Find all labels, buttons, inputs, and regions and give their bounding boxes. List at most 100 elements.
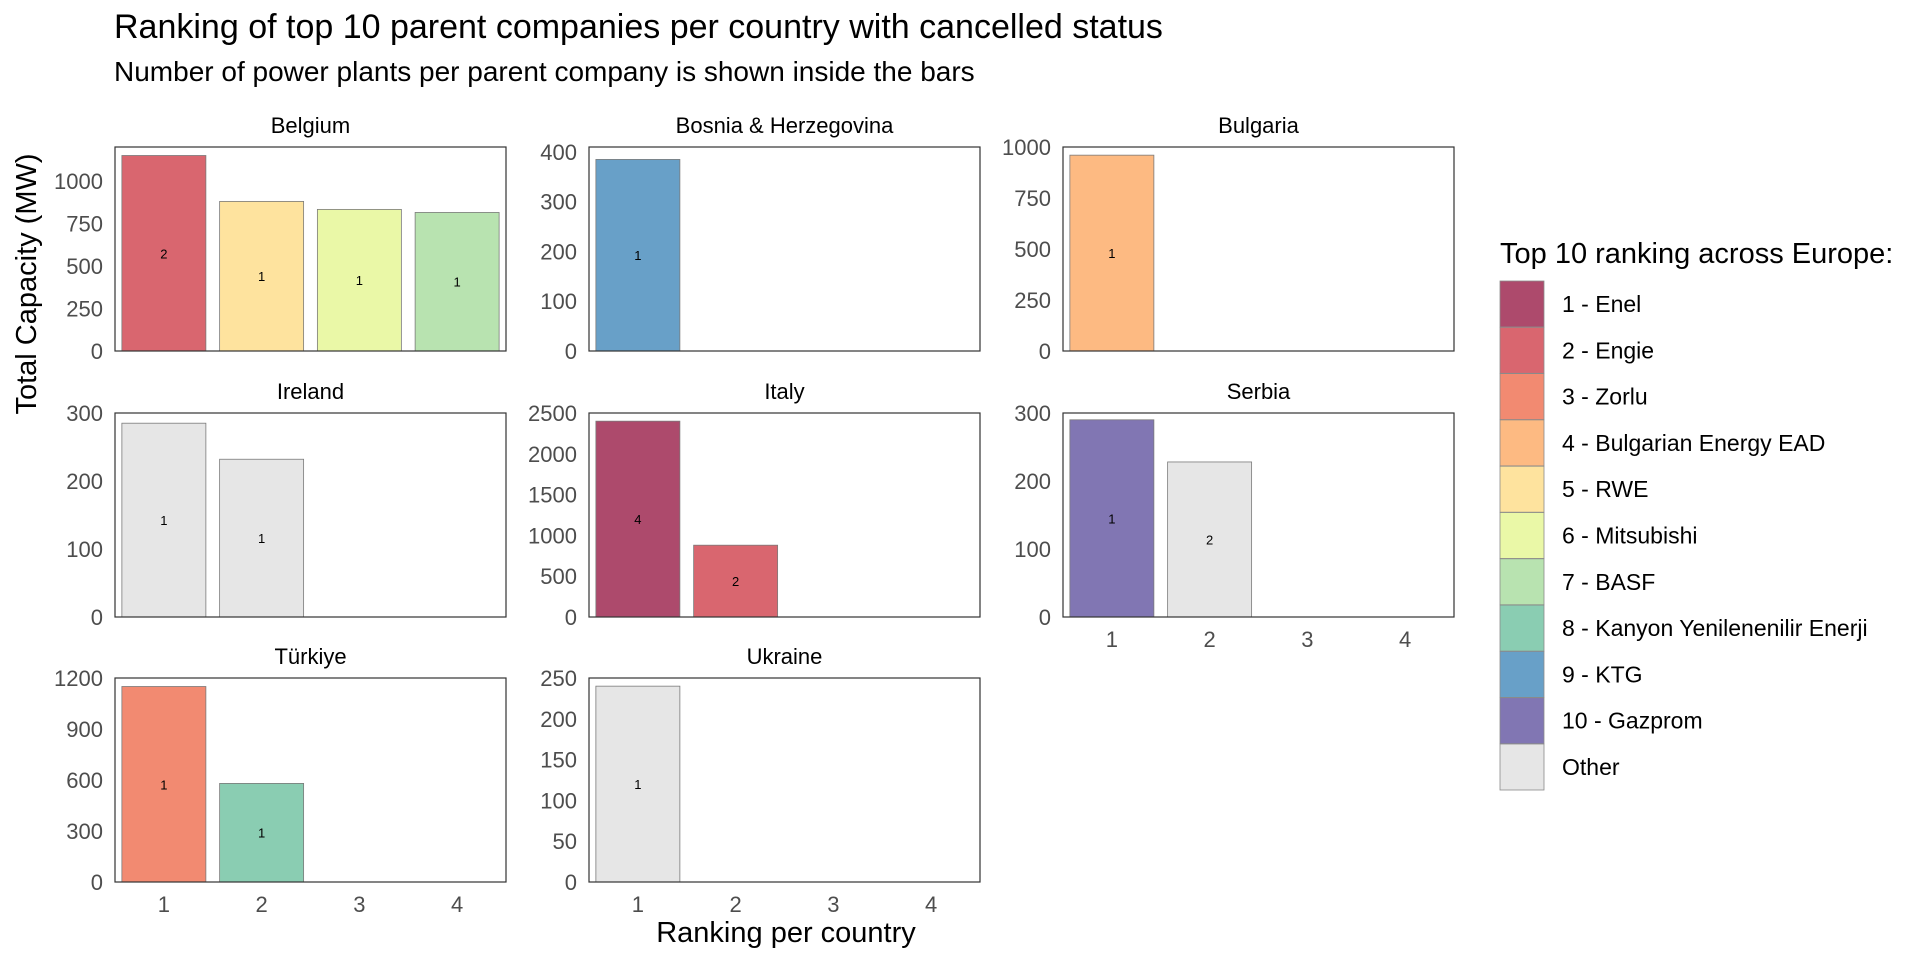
legend-swatch — [1499, 558, 1545, 606]
x-tick-label: 4 — [925, 892, 937, 917]
y-tick-label: 500 — [1014, 237, 1051, 262]
bar-belgium-rank-4 — [414, 212, 500, 352]
panel-border — [588, 412, 981, 618]
panel-title: Belgium — [271, 113, 350, 138]
y-tick-label: 200 — [66, 469, 103, 494]
x-tick-label: 2 — [256, 892, 268, 917]
panel-bosnia-and-herzegovina: Bosnia & Herzegovina 0 100 200 300 400 1 — [540, 113, 981, 364]
bar-ireland-rank-2 — [219, 458, 305, 618]
y-tick-label: 200 — [1014, 469, 1051, 494]
bar-count-label: 1 — [1108, 246, 1115, 261]
x-axis-title: Ranking per country — [656, 917, 916, 949]
x-tick-label: 1 — [158, 892, 170, 917]
y-tick-label: 0 — [565, 339, 577, 364]
y-tick-label: 100 — [66, 537, 103, 562]
y-tick-label: 1200 — [54, 666, 103, 691]
y-tick-label: 2500 — [528, 401, 577, 426]
y-axis-title: Total Capacity (MW) — [11, 153, 43, 414]
y-tick-label: 0 — [91, 870, 103, 895]
chart-subtitle: Number of power plants per parent compan… — [114, 56, 975, 87]
y-tick-label: 1500 — [528, 483, 577, 508]
bar-count-label: 1 — [634, 248, 641, 263]
panel-title: Türkiye — [274, 644, 346, 669]
x-tick-label: 1 — [632, 892, 644, 917]
legend-swatch — [1499, 280, 1545, 328]
legend-label: 7 - BASF — [1562, 569, 1655, 595]
panel-border — [114, 677, 507, 883]
panel-border — [114, 412, 507, 618]
legend-swatch — [1499, 373, 1545, 421]
legend-item-other: Other — [1499, 743, 1620, 791]
bar-italy-rank-1 — [595, 420, 681, 618]
y-tick-label: 750 — [1014, 186, 1051, 211]
y-tick-label: 500 — [540, 564, 577, 589]
bar-count-label: 1 — [160, 777, 167, 792]
legend-item-1-enel: 1 - Enel — [1499, 280, 1641, 328]
legend-item-4-bulgarian-energy-ead: 4 - Bulgarian Energy EAD — [1499, 419, 1825, 467]
y-tick-label: 900 — [66, 717, 103, 742]
y-tick-label: 750 — [66, 212, 103, 237]
x-tick-label: 3 — [827, 892, 839, 917]
legend-swatch — [1499, 419, 1545, 467]
y-tick-label: 300 — [1014, 401, 1051, 426]
legend-swatch — [1499, 326, 1545, 374]
x-tick-label: 2 — [730, 892, 742, 917]
bar-count-label: 1 — [160, 513, 167, 528]
y-tick-label: 250 — [1014, 288, 1051, 313]
y-tick-label: 0 — [1039, 605, 1051, 630]
bar-serbia-rank-2 — [1167, 461, 1253, 618]
legend-item-7-basf: 7 - BASF — [1499, 558, 1655, 606]
bar-count-label: 1 — [258, 531, 265, 546]
legend-item-8-kanyon-yenilenenilir-enerji: 8 - Kanyon Yenilenenilir Enerji — [1499, 604, 1868, 652]
y-tick-label: 400 — [540, 140, 577, 165]
y-tick-label: 0 — [565, 870, 577, 895]
legend: Top 10 ranking across Europe: 1 - Enel 2 … — [1499, 238, 1893, 791]
panel-turkiye: Türkiye 0 300 600 900 1200 1 1 1 2 3 4 — [54, 644, 507, 917]
legend-swatch — [1499, 604, 1545, 652]
y-tick-label: 100 — [540, 289, 577, 314]
legend-label: 2 - Engie — [1562, 337, 1654, 363]
legend-swatch — [1499, 465, 1545, 513]
panel-title: Serbia — [1227, 379, 1291, 404]
y-tick-label: 300 — [66, 401, 103, 426]
panel-italy: Italy 0 500 1000 1500 2000 2500 4 2 — [528, 379, 981, 630]
panel-belgium: Belgium 0 250 500 750 1000 2 1 1 1 — [54, 113, 507, 364]
legend-item-3-zorlu: 3 - Zorlu — [1499, 373, 1648, 421]
legend-item-10-gazprom: 10 - Gazprom — [1499, 697, 1703, 745]
x-tick-label: 1 — [1106, 627, 1118, 652]
y-tick-label: 300 — [66, 819, 103, 844]
x-tick-label: 4 — [451, 892, 463, 917]
y-tick-label: 0 — [91, 605, 103, 630]
panel-bulgaria: Bulgaria 0 250 500 750 1000 1 — [1002, 113, 1455, 364]
y-tick-label: 1000 — [528, 523, 577, 548]
y-tick-label: 600 — [66, 768, 103, 793]
legend-label: 8 - Kanyon Yenilenenilir Enerji — [1562, 615, 1868, 641]
panel-border — [588, 146, 981, 352]
legend-swatch — [1499, 651, 1545, 698]
y-tick-label: 250 — [540, 666, 577, 691]
bar-count-label: 2 — [1206, 532, 1213, 547]
y-tick-label: 250 — [66, 297, 103, 322]
y-tick-label: 500 — [66, 254, 103, 279]
y-tick-label: 0 — [565, 605, 577, 630]
bar-count-label: 1 — [258, 826, 265, 841]
panel-title: Ireland — [277, 379, 344, 404]
legend-label: 10 - Gazprom — [1562, 708, 1703, 734]
bar-count-label: 1 — [356, 273, 363, 288]
legend-item-9-ktg: 9 - KTG — [1499, 651, 1643, 698]
y-tick-label: 200 — [540, 239, 577, 264]
bar-belgium-rank-3 — [316, 208, 402, 352]
y-tick-label: 0 — [91, 339, 103, 364]
bar-count-label: 1 — [258, 269, 265, 284]
y-tick-label: 2000 — [528, 442, 577, 467]
legend-label: Other — [1562, 754, 1620, 780]
bar-ukraine-rank-1 — [595, 685, 681, 883]
bar-count-label: 4 — [634, 512, 641, 527]
panel-serbia: Serbia 0 100 200 300 1 2 1 2 3 4 — [1014, 379, 1455, 652]
legend-item-5-rwe: 5 - RWE — [1499, 465, 1648, 513]
panel-border — [1062, 146, 1455, 352]
y-tick-label: 0 — [1039, 339, 1051, 364]
bar-serbia-rank-1 — [1069, 419, 1155, 618]
